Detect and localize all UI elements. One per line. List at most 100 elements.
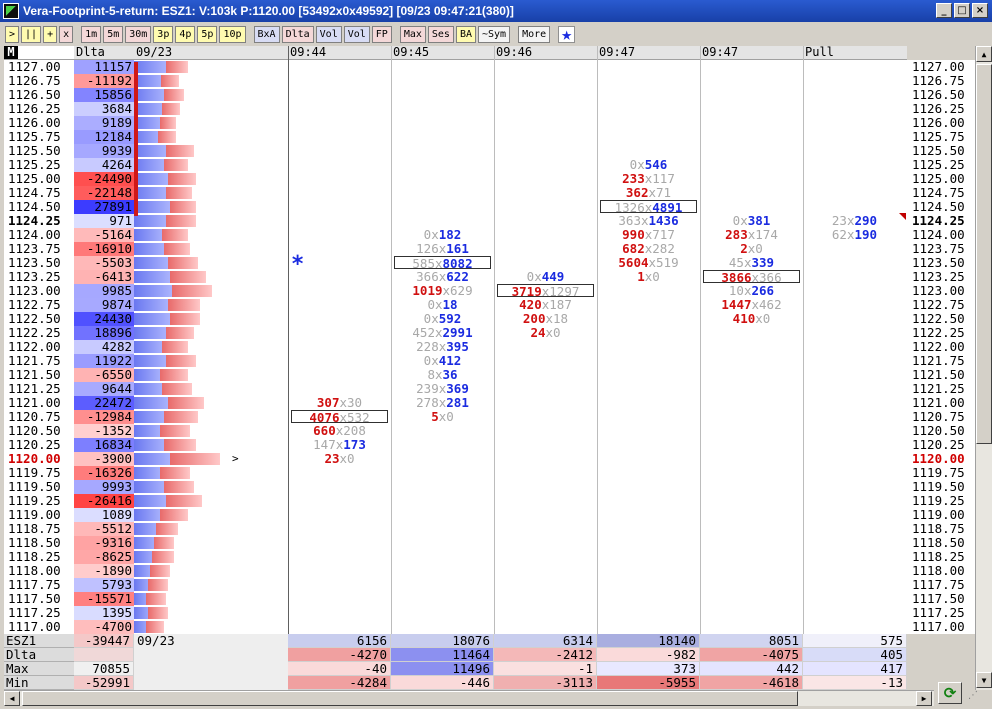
vertical-scroll-thumb[interactable] bbox=[976, 64, 992, 444]
ask-volume: 717 bbox=[652, 227, 675, 242]
toolbar-button-0[interactable]: > bbox=[5, 25, 20, 43]
scroll-right-arrow-icon[interactable]: ▶ bbox=[916, 691, 932, 706]
axis-price-label: 1118.25 bbox=[912, 549, 965, 564]
price-axis[interactable]: 1127.00 1126.75 1126.50 1126.25 1126.00 1125.… bbox=[907, 60, 975, 634]
refresh-icon[interactable]: ⟳ bbox=[938, 682, 962, 704]
footprint-cell[interactable]: 126x161 bbox=[393, 242, 492, 255]
m-header[interactable]: M bbox=[4, 46, 18, 60]
footprint-cell[interactable]: 0x546 bbox=[599, 158, 698, 171]
footprint-cell[interactable]: 0x412 bbox=[393, 354, 492, 367]
footprint-cell[interactable]: 3719x1297 bbox=[497, 284, 594, 298]
footprint-cell[interactable]: 362x71 bbox=[599, 186, 698, 199]
scroll-left-arrow-icon[interactable]: ◀ bbox=[4, 691, 20, 706]
footprint-cell[interactable]: 278x281 bbox=[393, 396, 492, 409]
footprint-cell[interactable]: 2x0 bbox=[702, 242, 801, 255]
horizontal-scroll-thumb[interactable] bbox=[22, 691, 798, 706]
footprint-cell[interactable]: 452x2991 bbox=[393, 326, 492, 339]
footprint-cell[interactable]: 990x717 bbox=[599, 228, 698, 241]
bid-volume: 990 bbox=[622, 227, 645, 242]
toolbar-button-18[interactable]: BA bbox=[455, 25, 476, 43]
toolbar-button-1[interactable]: || bbox=[21, 25, 42, 43]
toolbar-button-2[interactable]: + bbox=[43, 25, 58, 43]
footprint-cell[interactable]: 10x266 bbox=[702, 284, 801, 297]
bid-ask-separator: x bbox=[747, 227, 756, 242]
toolbar-button-8[interactable]: 4p bbox=[175, 25, 196, 43]
toolbar-button-15[interactable]: FP bbox=[371, 25, 392, 43]
time-header-1[interactable]: 09:45 bbox=[391, 46, 494, 60]
maximize-button[interactable]: □ bbox=[954, 3, 970, 18]
toolbar-button-9[interactable]: 5p bbox=[197, 25, 218, 43]
toolbar-button-11[interactable]: BxA bbox=[253, 25, 280, 43]
time-header-4[interactable]: 09:47 bbox=[700, 46, 803, 60]
delta-cell: 9985 bbox=[74, 284, 134, 298]
toolbar-button-12[interactable]: Dlta bbox=[281, 25, 314, 43]
footprint-cell[interactable]: 420x187 bbox=[496, 298, 595, 311]
footprint-cell[interactable]: 1x0 bbox=[599, 270, 698, 283]
profile-buy-bar bbox=[134, 271, 178, 283]
toolbar-button-6[interactable]: 30m bbox=[125, 25, 152, 43]
footprint-cell[interactable]: 24x0 bbox=[496, 326, 595, 339]
toolbar-button-17[interactable]: Ses bbox=[427, 25, 454, 43]
time-header-0[interactable]: 09:44 bbox=[288, 46, 391, 60]
footprint-cell[interactable]: 366x622 bbox=[393, 270, 492, 283]
footprint-cell[interactable]: 228x395 bbox=[393, 340, 492, 353]
footprint-cell[interactable]: 1447x462 bbox=[702, 298, 801, 311]
vertical-scrollbar[interactable]: ▲ ▼ bbox=[975, 46, 992, 690]
footprint-cell[interactable]: 363x1436 bbox=[599, 214, 698, 227]
footprint-cell[interactable]: 8x36 bbox=[393, 368, 492, 381]
footprint-cell[interactable]: 307x30 bbox=[290, 396, 389, 409]
toolbar-button-13[interactable]: Vol bbox=[315, 25, 342, 43]
footprint-cell[interactable]: 45x339 bbox=[702, 256, 801, 269]
time-header-5[interactable]: Pull bbox=[803, 46, 907, 60]
footprint-cell[interactable]: 233x117 bbox=[599, 172, 698, 185]
scroll-up-arrow-icon[interactable]: ▲ bbox=[976, 46, 992, 62]
footprint-cell[interactable]: 0x449 bbox=[496, 270, 595, 283]
toolbar-button-4[interactable]: 1m bbox=[81, 25, 102, 43]
footprint-cell[interactable]: 660x208 bbox=[290, 424, 389, 437]
horizontal-scrollbar[interactable]: ◀ ▶ bbox=[4, 690, 934, 706]
footprint-cell[interactable]: 0x182 bbox=[393, 228, 492, 241]
toolbar-button-14[interactable]: Vol bbox=[343, 25, 370, 43]
minimize-button[interactable]: _ bbox=[936, 3, 952, 18]
delta-header[interactable]: Dlta bbox=[74, 46, 134, 60]
toolbar-button-19[interactable]: ~Sym bbox=[478, 25, 511, 43]
toolbar-button-3[interactable]: x bbox=[59, 25, 74, 43]
footprint-cell[interactable]: 283x174 bbox=[702, 228, 801, 241]
bid-ask-separator: x bbox=[648, 255, 657, 270]
footprint-cell[interactable]: 682x282 bbox=[599, 242, 698, 255]
toolbar-button-10[interactable]: 10p bbox=[219, 25, 246, 43]
resize-grip-icon[interactable]: ⋰ bbox=[968, 690, 978, 701]
footprint-cell[interactable]: 0x381 bbox=[702, 214, 801, 227]
profile-sell-bar bbox=[166, 215, 196, 227]
footprint-cell[interactable]: 62x190 bbox=[805, 228, 904, 241]
footprint-cell[interactable]: 5x0 bbox=[393, 410, 492, 423]
footprint-cell[interactable]: 4076x532 bbox=[291, 410, 388, 424]
time-header-label: 09:47 bbox=[702, 46, 739, 59]
footprint-cell[interactable]: 23x0 bbox=[290, 452, 389, 465]
footprint-cell[interactable]: 5604x519 bbox=[599, 256, 698, 269]
toolbar-button-16[interactable]: Max bbox=[399, 25, 426, 43]
time-header-2[interactable]: 09:46 bbox=[494, 46, 597, 60]
footer-value: -4618 bbox=[700, 676, 803, 690]
footprint-cell[interactable]: 0x18 bbox=[393, 298, 492, 311]
footprint-cell[interactable]: 0x592 bbox=[393, 312, 492, 325]
footer-row-min: Min -52991 -4284 -446 -3113 -5955 -4618 -13 bbox=[4, 676, 907, 690]
footprint-cell[interactable]: 1326x4891 bbox=[600, 200, 697, 214]
profile-sell-bar bbox=[168, 299, 200, 311]
footprint-cell[interactable]: 200x18 bbox=[496, 312, 595, 325]
scroll-down-arrow-icon[interactable]: ▼ bbox=[976, 672, 992, 688]
footprint-cell[interactable]: 1019x629 bbox=[393, 284, 492, 297]
star-icon[interactable]: ★ bbox=[558, 24, 576, 45]
footprint-cell[interactable]: 147x173 bbox=[290, 438, 389, 451]
toolbar-button-5[interactable]: 5m bbox=[103, 25, 124, 43]
footprint-cell[interactable]: 23x290 bbox=[805, 214, 904, 227]
toolbar-button-20[interactable]: More bbox=[518, 25, 551, 43]
toolbar-button-7[interactable]: 3p bbox=[153, 25, 174, 43]
footprint-grid[interactable]: M Dlta 09/23 09:44 09:45 09:46 09:47 09:47 Pu… bbox=[4, 46, 907, 690]
footprint-cell[interactable]: 3866x366 bbox=[703, 270, 800, 284]
time-header-3[interactable]: 09:47 bbox=[597, 46, 700, 60]
footprint-cell[interactable]: 410x0 bbox=[702, 312, 801, 325]
footprint-cell[interactable]: 239x369 bbox=[393, 382, 492, 395]
footprint-cell[interactable]: 585x8082 bbox=[394, 256, 491, 270]
close-button[interactable]: × bbox=[972, 3, 988, 18]
